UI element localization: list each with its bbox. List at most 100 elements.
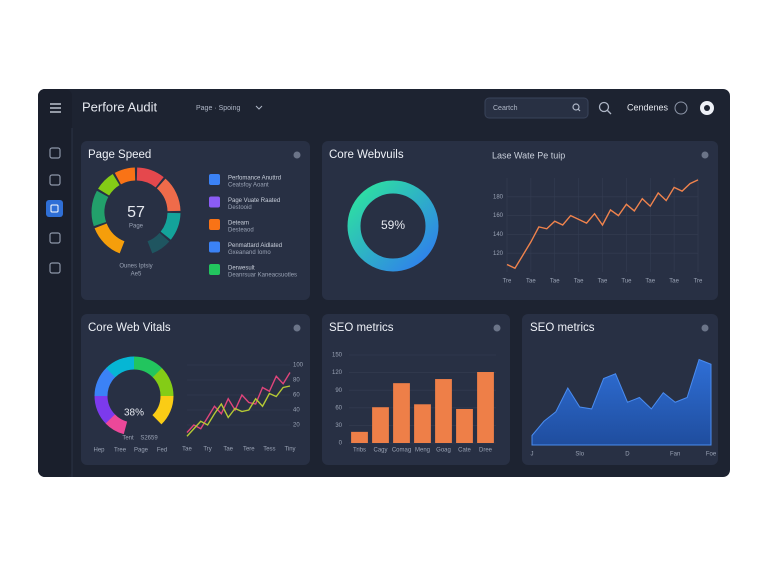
gauge-arc bbox=[133, 356, 163, 378]
bar bbox=[351, 431, 368, 443]
x-tick-label: Tae bbox=[223, 447, 233, 453]
gauge-sub: Page bbox=[129, 224, 144, 230]
x-tick-label: Goag bbox=[436, 448, 451, 454]
legend-sub: Deanrsuar Kaneacsuotles bbox=[228, 273, 297, 279]
line bbox=[506, 179, 699, 270]
panel-title: SEO metrics bbox=[329, 322, 394, 334]
gauge-segment bbox=[94, 223, 125, 254]
bar bbox=[477, 372, 494, 443]
legend-swatch bbox=[209, 264, 220, 275]
y-tick-label: 160 bbox=[493, 213, 504, 219]
gauge-caption: S2659 bbox=[140, 436, 158, 442]
y-tick-label: 30 bbox=[335, 423, 342, 429]
sidebar-icons bbox=[49, 147, 61, 274]
user-name[interactable]: Cendenes bbox=[627, 102, 669, 112]
avatar-inner bbox=[704, 105, 710, 111]
bar bbox=[435, 379, 452, 443]
gauge-arc bbox=[94, 395, 116, 424]
legend-swatch bbox=[209, 196, 220, 208]
legend-sub: Ceatsfoy Aoant bbox=[228, 183, 269, 189]
search-box[interactable] bbox=[484, 97, 589, 119]
x-tick-label: Cate bbox=[458, 448, 471, 454]
x-tick-label: Meng bbox=[415, 448, 430, 454]
legend-swatch bbox=[209, 241, 220, 253]
x-tick-label: Tae bbox=[598, 279, 608, 285]
donut-label: 59% bbox=[381, 218, 405, 232]
nav-icon-glyph bbox=[50, 204, 59, 213]
gauge-arc bbox=[152, 395, 174, 425]
x-tick-label: Tiny bbox=[284, 447, 295, 453]
bar bbox=[414, 404, 431, 443]
bar bbox=[372, 407, 389, 443]
bar bbox=[456, 408, 473, 443]
x-tick-label: D bbox=[625, 452, 630, 458]
nav-icon[interactable] bbox=[49, 174, 61, 186]
y-tick-label: 120 bbox=[332, 370, 343, 376]
y-tick-label: 60 bbox=[293, 393, 300, 399]
y-tick-label: 100 bbox=[293, 363, 304, 369]
gauge-segment bbox=[160, 212, 181, 240]
nav-icon[interactable] bbox=[49, 147, 61, 159]
x-tick-label: Tere bbox=[243, 447, 255, 453]
search-icon[interactable] bbox=[572, 103, 581, 112]
line bbox=[186, 385, 291, 437]
y-tick-label: 140 bbox=[493, 232, 504, 238]
nav-icon-active[interactable] bbox=[46, 200, 63, 217]
x-tick-label: Tree bbox=[114, 448, 127, 454]
x-tick-label: Fed bbox=[157, 448, 167, 454]
nav-icon[interactable] bbox=[49, 232, 61, 244]
legend-sub: Desteaod bbox=[228, 228, 254, 234]
legend-label: Page Vuate Raated bbox=[228, 198, 280, 204]
sidebar bbox=[38, 89, 72, 477]
gauge-arc bbox=[94, 367, 116, 397]
search-button[interactable] bbox=[598, 101, 612, 115]
legend-label: Penmattard Aidlated bbox=[228, 243, 282, 249]
x-tick-label: Slo bbox=[575, 452, 584, 458]
bar bbox=[393, 383, 410, 443]
dropdown-caret bbox=[255, 105, 263, 110]
nav-icon[interactable] bbox=[49, 262, 61, 274]
x-tick-label: Tae bbox=[574, 279, 584, 285]
y-tick-label: 90 bbox=[335, 388, 342, 394]
x-tick-label: Tre bbox=[503, 279, 512, 285]
gauge-caption: Ae5 bbox=[131, 272, 142, 278]
panel bbox=[81, 141, 310, 300]
x-tick-label: Tre bbox=[694, 279, 703, 285]
x-tick-label: Try bbox=[203, 447, 211, 453]
y-tick-label: 20 bbox=[293, 423, 300, 429]
gauge-arc bbox=[105, 414, 128, 435]
gauge-segment bbox=[98, 174, 120, 196]
menu-icon[interactable] bbox=[50, 103, 61, 113]
panel-title: SEO metrics bbox=[530, 322, 595, 334]
panel-menu[interactable] bbox=[701, 324, 709, 332]
panel-menu[interactable] bbox=[293, 151, 301, 159]
x-tick-label: Foe bbox=[706, 452, 717, 458]
y-tick-label: 60 bbox=[335, 405, 342, 411]
gauge-caption: Tent bbox=[122, 436, 134, 442]
x-tick-label: Tae bbox=[550, 279, 560, 285]
panel-title: Core Webvuils bbox=[329, 149, 404, 161]
x-tick-label: Tae bbox=[526, 279, 536, 285]
legend-label: Deteam bbox=[228, 221, 249, 227]
panel-menu[interactable] bbox=[701, 151, 709, 159]
legend-swatch bbox=[209, 174, 220, 185]
x-tick-label: Dree bbox=[479, 448, 493, 454]
panel-menu[interactable] bbox=[293, 324, 301, 332]
donut-ring bbox=[347, 180, 439, 272]
gauge-caption: Ounes Iptsiy bbox=[119, 264, 152, 270]
x-tick-label: Tess bbox=[263, 447, 275, 453]
nav-dropdown[interactable]: Page · Spoing bbox=[196, 105, 240, 112]
y-tick-label: 0 bbox=[339, 441, 343, 447]
chart-title: Lase Wate Pe tuip bbox=[492, 150, 565, 160]
panel-menu[interactable] bbox=[493, 324, 501, 332]
gauge-label: 38% bbox=[124, 408, 144, 419]
info-icon[interactable] bbox=[674, 101, 688, 115]
x-tick-label: Page bbox=[134, 448, 149, 454]
gauge-arc bbox=[106, 356, 135, 378]
x-tick-label: Cagy bbox=[373, 448, 387, 454]
y-tick-label: 180 bbox=[493, 194, 504, 200]
x-tick-label: Tae bbox=[182, 447, 192, 453]
legend-swatch bbox=[209, 219, 220, 230]
search-placeholder: Ceartch bbox=[493, 105, 518, 112]
